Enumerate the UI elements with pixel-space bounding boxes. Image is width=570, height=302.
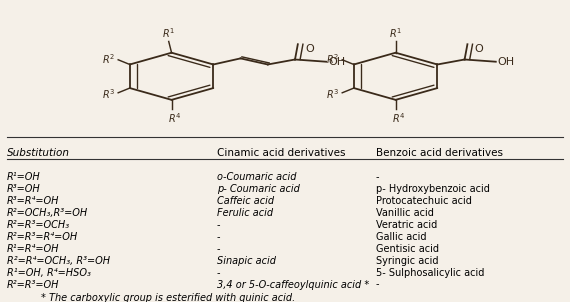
Text: 5- Sulphosalicylic acid: 5- Sulphosalicylic acid [376,268,484,278]
Text: Caffeic acid: Caffeic acid [217,196,274,206]
Text: Substitution: Substitution [7,148,70,158]
Text: 3,4 or 5-O-caffeoylquinic acid *: 3,4 or 5-O-caffeoylquinic acid * [217,280,369,290]
Text: Benzoic acid derivatives: Benzoic acid derivatives [376,148,503,158]
Text: R³=OH: R³=OH [7,184,41,194]
Text: -: - [217,268,221,278]
Text: R¹=R⁴=OH: R¹=R⁴=OH [7,244,59,254]
Text: Protocatechuic acid: Protocatechuic acid [376,196,471,206]
Text: -: - [217,244,221,254]
Text: $R^2$: $R^2$ [326,52,339,66]
Text: o-Coumaric acid: o-Coumaric acid [217,172,296,182]
Text: Veratric acid: Veratric acid [376,220,437,230]
Text: R¹=OH: R¹=OH [7,172,41,182]
Text: R²=R³=OCH₃: R²=R³=OCH₃ [7,220,70,230]
Text: Vanillic acid: Vanillic acid [376,208,434,218]
Text: * The carboxylic group is esterified with quinic acid.: * The carboxylic group is esterified wit… [41,293,295,302]
Text: OH: OH [328,57,345,67]
Text: Ferulic acid: Ferulic acid [217,208,273,218]
Text: R²=R³=OH: R²=R³=OH [7,280,59,290]
Text: Syringic acid: Syringic acid [376,256,438,266]
Text: $R^1$: $R^1$ [389,26,402,40]
Text: $R^2$: $R^2$ [102,52,115,66]
Text: -: - [217,232,221,242]
Text: -: - [217,220,221,230]
Text: p- Coumaric acid: p- Coumaric acid [217,184,300,194]
Text: $R^4$: $R^4$ [392,112,405,125]
Text: -: - [376,172,379,182]
Text: R¹=OH, R⁴=HSO₃: R¹=OH, R⁴=HSO₃ [7,268,91,278]
Text: R²=R³=R⁴=OH: R²=R³=R⁴=OH [7,232,78,242]
Text: Gentisic acid: Gentisic acid [376,244,439,254]
Text: O: O [475,44,483,54]
Text: OH: OH [498,57,515,67]
Text: p- Hydroxybenzoic acid: p- Hydroxybenzoic acid [376,184,490,194]
Text: $R^4$: $R^4$ [168,112,181,125]
Text: $R^3$: $R^3$ [326,87,339,101]
Text: R²=OCH₃,R³=OH: R²=OCH₃,R³=OH [7,208,88,218]
Text: R³=R⁴=OH: R³=R⁴=OH [7,196,59,206]
Text: R²=R⁴=OCH₃, R³=OH: R²=R⁴=OCH₃, R³=OH [7,256,110,266]
Text: $R^1$: $R^1$ [162,26,176,40]
Text: Cinamic acid derivatives: Cinamic acid derivatives [217,148,345,158]
Text: O: O [305,44,314,54]
Text: Gallic acid: Gallic acid [376,232,426,242]
Text: -: - [376,280,379,290]
Text: Sinapic acid: Sinapic acid [217,256,276,266]
Text: $R^3$: $R^3$ [102,87,115,101]
